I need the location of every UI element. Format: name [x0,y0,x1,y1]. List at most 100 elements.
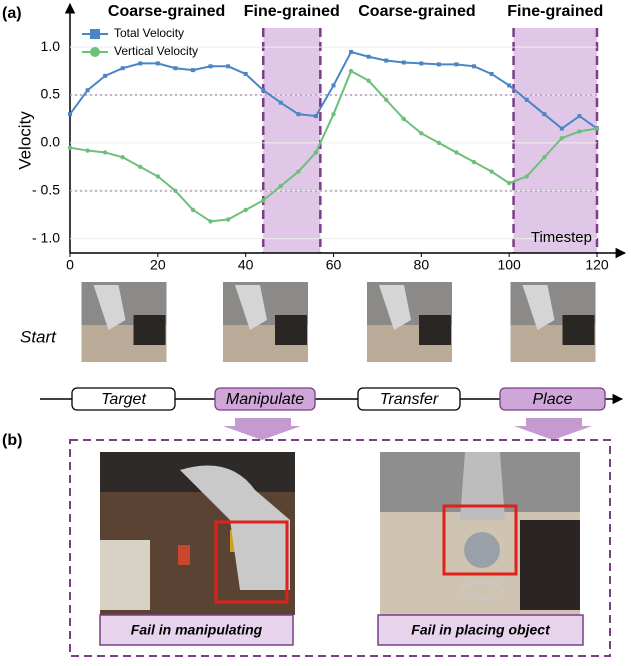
point [419,131,424,136]
down-arrow [514,418,592,440]
point [243,71,248,76]
x-tick-label: 80 [414,257,430,273]
thumbnail-robot [235,285,267,330]
point [155,174,161,179]
point [454,150,459,155]
fine-region [263,28,321,253]
stage-box [71,387,176,411]
point [577,129,582,134]
y-tick-label: 0.5 [41,86,61,102]
failure-captions: Fail in manipulating Fail in placing obje… [99,614,584,646]
x-tick-label: 60 [326,257,342,273]
x-tick-label: 40 [238,257,254,273]
stage-box [499,387,606,411]
point [225,217,231,222]
point [454,62,459,67]
region-label: Fine-grained [244,3,340,20]
point [366,54,371,59]
thumbnail-cabinet [419,315,451,345]
point [190,68,195,73]
point [384,58,389,63]
point [278,100,283,105]
legend-label: Vertical Velocity [114,44,198,58]
legend-marker [90,47,100,57]
failure-caption: Fail in placing object [411,622,551,638]
point [208,219,213,224]
panel-label: (b) [2,432,22,449]
point [331,111,336,117]
point [68,112,72,117]
thumbnail-robot [93,285,126,330]
point [559,126,564,131]
point [419,61,424,66]
thumbnails [81,282,596,362]
y-tick-label: 1.0 [41,38,61,54]
y-tick-label: 0.0 [41,134,61,150]
y-tick-label: - 1.0 [32,229,60,245]
y-axis-label: Velocity [15,111,34,170]
point [594,126,600,131]
point [366,78,371,83]
point [243,207,248,213]
point [313,150,319,155]
y-tick-label: - 0.5 [32,181,60,197]
point [436,62,441,67]
point [138,164,143,170]
panel-b-frame [69,439,611,657]
stage-label: Place [532,391,572,408]
point [103,73,108,78]
point [208,64,213,69]
point [190,207,196,213]
point [226,64,231,69]
failure-box [99,614,294,646]
point [559,135,565,141]
failure-caption: Fail in manipulating [131,622,263,638]
legend-marker [90,29,100,39]
point [120,66,125,71]
thumbnail-robot [379,285,411,330]
x-axis-label: Timestep [531,229,592,246]
point [296,169,301,174]
failure-image [380,452,580,615]
point [296,112,301,117]
x-tick-label: 100 [497,257,521,273]
thumbnail-cabinet [133,315,166,345]
chart: Coarse-grained Fine-grained Coarse-grained… [15,2,627,273]
stage-label: Transfer [380,391,439,408]
point [349,49,354,54]
point [155,61,160,66]
point [507,83,512,88]
point [436,140,442,146]
point [472,64,477,69]
thumbnail-cabinet [562,315,595,345]
point [173,66,178,71]
stage-box [214,387,316,411]
point [348,68,354,74]
point [85,148,90,153]
point [120,155,125,160]
down-arrow [223,418,301,440]
point [85,88,90,93]
point [524,97,529,102]
x-tick-label: 120 [585,257,609,273]
point [401,60,406,65]
point [471,159,477,165]
point [138,61,143,66]
panel-label: (a) [2,5,22,22]
thumbnail-robot [522,285,555,330]
x-tick-label: 20 [150,257,166,273]
point [577,114,582,119]
failure-image [100,452,295,615]
point [173,188,178,193]
point [67,145,73,150]
point [261,88,266,93]
point [401,116,406,122]
point [313,114,318,119]
failure-box [377,614,584,646]
legend-label: Total Velocity [114,26,184,40]
region-label: Coarse-grained [108,3,225,20]
region-label: Coarse-grained [358,3,475,20]
start-label: Start [20,327,57,346]
point [542,112,547,117]
